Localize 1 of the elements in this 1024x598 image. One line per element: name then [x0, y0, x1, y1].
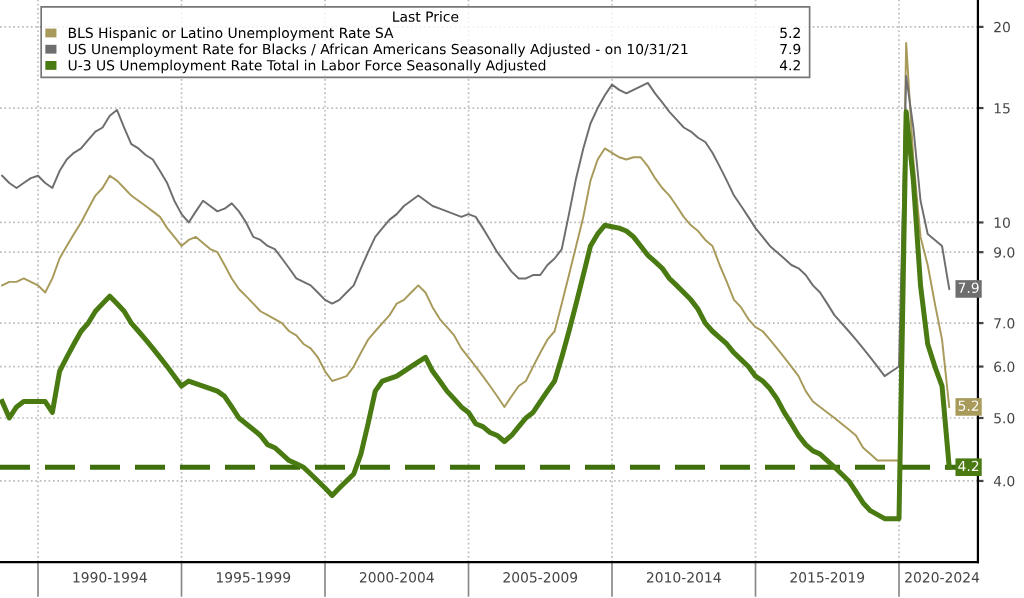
- line-series: [1, 75, 951, 378]
